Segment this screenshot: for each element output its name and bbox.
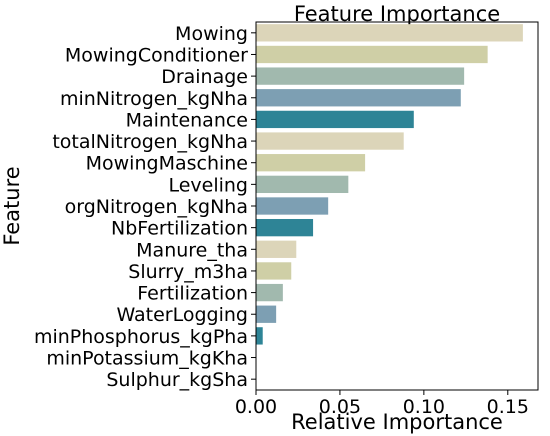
x-axis: 0.00 0.05 0.10 0.15 <box>235 390 529 418</box>
bars-group <box>256 24 523 345</box>
y-tick-label: Fertilization <box>137 283 248 305</box>
x-tick-label: 0.05 <box>319 396 361 418</box>
y-tick-label: Maintenance <box>126 109 248 131</box>
y-tick-label: totalNitrogen_kgNha <box>52 131 248 153</box>
bar <box>256 283 283 302</box>
y-tick-label: orgNitrogen_kgNha <box>65 196 248 218</box>
y-tick-label: minPotassium_kgKha <box>46 348 248 370</box>
y-tick-label: Slurry_m3ha <box>128 261 248 283</box>
bar <box>256 327 263 345</box>
y-tick-label: minPhosphorus_kgPha <box>34 326 248 348</box>
y-tick-label: Sulphur_kgSha <box>106 369 248 391</box>
bar <box>256 218 314 237</box>
y-tick-label: Mowing <box>175 23 248 45</box>
y-tick-label: MowingConditioner <box>65 44 248 66</box>
bar <box>256 197 329 215</box>
y-tick-label: Drainage <box>161 66 248 88</box>
y-tick-label: MowingMaschine <box>86 153 248 175</box>
x-axis-label: Relative Importance <box>291 410 503 434</box>
plot-frame <box>255 21 539 391</box>
y-tick-label: Manure_tha <box>136 239 248 261</box>
bar <box>256 110 414 129</box>
y-tick-labels: MowingMowingConditionerDrainageminNitrog… <box>34 23 256 391</box>
y-tick-label: WaterLogging <box>116 304 248 326</box>
bar <box>256 45 488 64</box>
y-tick-label: minNitrogen_kgNha <box>60 88 248 110</box>
y-tick-label: NbFertilization <box>111 218 248 240</box>
x-tick-label: 0.10 <box>403 396 445 418</box>
bar <box>256 175 349 194</box>
x-tick-label: 0.00 <box>235 396 277 418</box>
bar <box>256 262 292 280</box>
bar <box>256 67 465 85</box>
y-axis-label: Feature <box>0 166 24 245</box>
bar <box>256 240 297 258</box>
x-tick-label: 0.15 <box>487 396 529 418</box>
y-tick-label: Leveling <box>168 174 248 196</box>
bar <box>256 132 404 150</box>
bar <box>256 24 523 42</box>
bar <box>256 89 461 107</box>
bar <box>256 305 277 323</box>
bar <box>256 154 366 172</box>
